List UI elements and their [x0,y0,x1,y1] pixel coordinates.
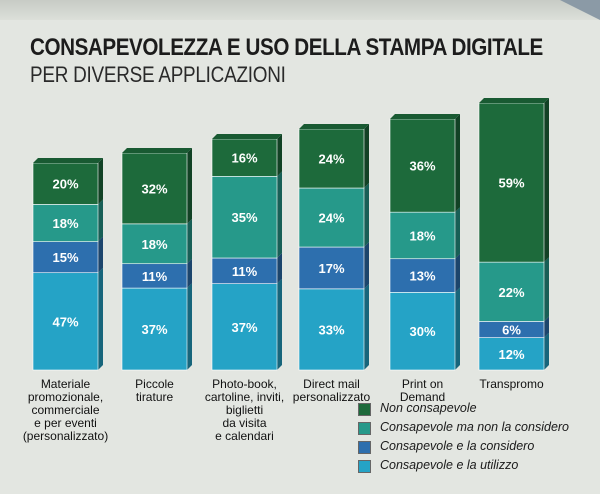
category-label: Photo-book, cartoline, inviti, biglietti… [204,377,285,443]
data-label: 13% [409,269,435,284]
data-label: 20% [52,177,78,192]
bar-side [544,332,549,370]
bar-segment [389,258,456,293]
data-label: 11% [232,264,258,279]
bar-side [364,283,369,370]
bar-top [33,158,103,163]
top-band [0,0,600,20]
bar-side [544,257,549,322]
data-label: 11% [142,269,168,284]
category-label: Transpromo [479,377,544,391]
bar-segment [211,138,278,177]
legend-swatch [358,441,371,454]
data-label: 47% [52,314,78,329]
bar-side [364,183,369,248]
bar-segment [32,204,99,242]
bar-segment [121,287,188,371]
bar-segment [478,261,545,322]
bar-segment [298,128,365,189]
bar-segment [121,223,188,265]
bar-side [187,218,192,264]
legend-swatch [358,403,371,416]
bar-segment [121,263,188,289]
data-label: 18% [141,237,167,252]
bar-side [455,114,460,213]
bar-side [364,124,369,189]
chart-subtitle: PER DIVERSE APPLICAZIONI [30,62,286,87]
corner-accent [560,0,600,20]
data-label: 12% [498,347,524,362]
bar-segment [389,118,456,213]
data-label: 35% [231,210,257,225]
data-label: 22% [498,285,524,300]
bar-side [98,199,103,242]
bar-top [479,98,549,103]
bar-side [455,253,460,293]
legend-label: Consapevole e la considero [380,439,535,453]
bar-side [455,207,460,259]
bar-top [212,134,282,139]
bar-side [277,134,282,177]
bar-segment [478,102,545,263]
bar-side [98,236,103,273]
data-label: 24% [318,211,344,226]
bar-side [277,171,282,258]
legend-swatch [358,460,371,473]
data-label: 59% [498,176,524,191]
bar-top [122,148,192,153]
bar-side [187,283,192,370]
legend-label: Non consapevole [380,401,477,415]
category-label: Materiale promozionale, commerciale e pe… [22,377,109,443]
bar-side [277,253,282,284]
data-label: 30% [409,324,435,339]
bar-side [455,287,460,370]
bar-segment [478,337,545,371]
data-label: 6% [502,323,521,338]
bar-segment [298,187,365,248]
legend-label: Consapevole ma non la considero [380,420,570,434]
data-label: 32% [141,181,167,196]
bar-side [187,148,192,224]
bar-segment [32,272,99,371]
bar-side [98,267,103,370]
legend-swatch [358,422,371,435]
bar-side [364,242,369,289]
data-label: 16% [231,151,257,166]
bar-segment [211,257,278,284]
bar-side [544,316,549,338]
data-label: 24% [318,152,344,167]
category-label: Print on Demand [399,377,446,404]
chart-title: CONSAPEVOLEZZA E USO DELLA STAMPA DIGITA… [30,34,543,61]
data-label: 33% [318,322,344,337]
bar-segment [211,283,278,371]
bar-segment [389,211,456,260]
data-label: 18% [409,228,435,243]
bar-top [390,114,460,119]
data-label: 37% [141,322,167,337]
bar-side [187,258,192,289]
data-label: 37% [231,320,257,335]
bar-segment [298,288,365,371]
legend-label: Consapevole e la utilizzo [380,458,519,472]
data-label: 17% [318,261,344,276]
category-label: Piccole tirature [135,377,174,404]
bar-side [544,98,549,263]
bar-segment [32,241,99,274]
data-label: 36% [409,159,435,174]
data-label: 15% [52,250,78,265]
bar-segment [389,292,456,371]
category-label: Direct mail personalizzato [292,377,371,404]
bar-side [277,278,282,370]
bar-top [299,124,369,129]
bar-side [98,158,103,205]
data-label: 18% [52,216,78,231]
